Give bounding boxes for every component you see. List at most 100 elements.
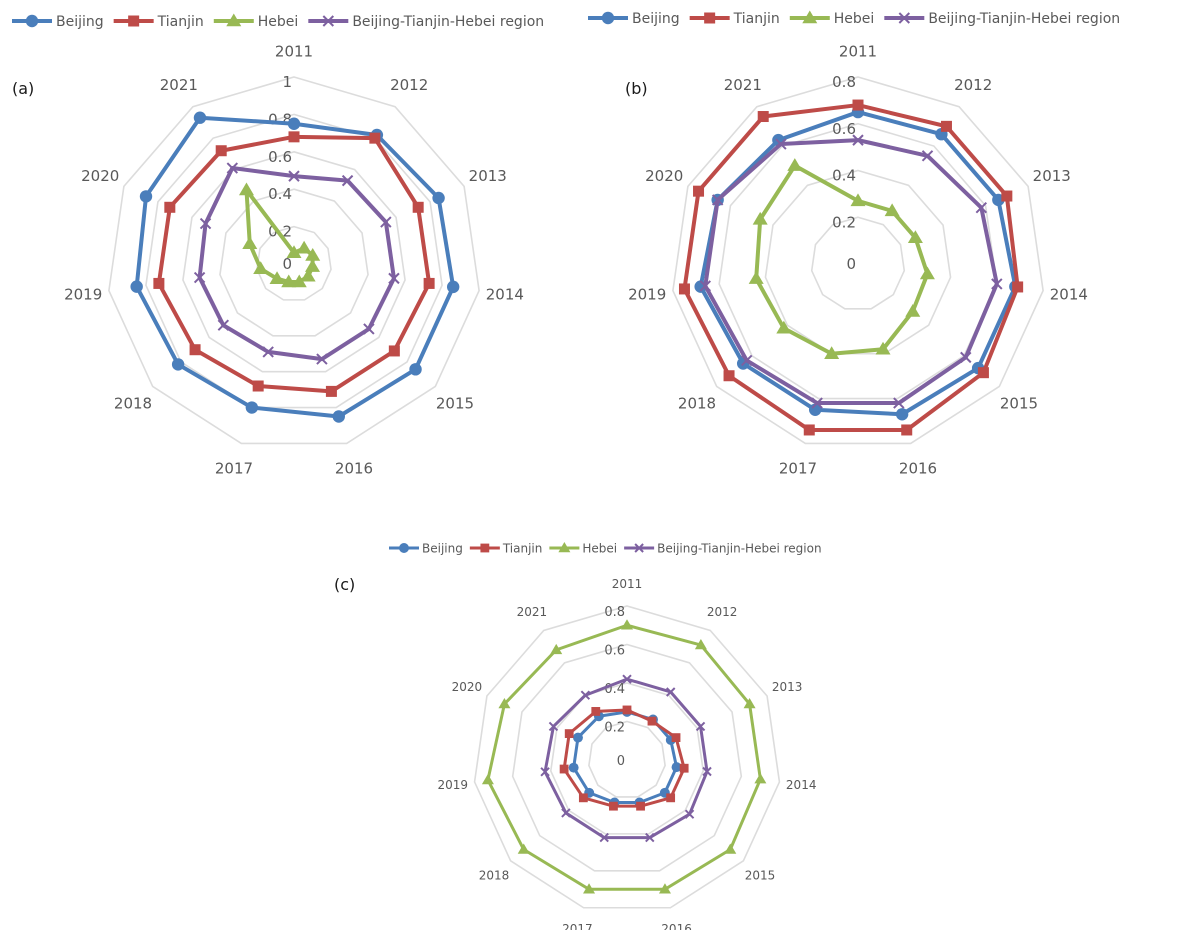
series-line-hebei xyxy=(486,623,762,891)
category-label: 2020 xyxy=(452,680,483,694)
legend-item-tianjin: Tianjin xyxy=(113,14,204,30)
data-point xyxy=(498,698,511,709)
legend-label: Tianjin xyxy=(157,14,204,30)
category-label: 2012 xyxy=(390,76,428,94)
radar-chart-a: 00.20.40.60.8120112012201320142015201620… xyxy=(12,13,544,478)
data-point xyxy=(269,271,285,284)
series-tianjin xyxy=(559,705,689,811)
data-point xyxy=(580,690,591,700)
legend-marker xyxy=(25,14,39,28)
data-point xyxy=(748,271,764,284)
data-point xyxy=(245,401,259,414)
radial-tick-label: 0.2 xyxy=(832,213,856,231)
data-point xyxy=(540,767,550,777)
category-label: 2014 xyxy=(1050,286,1088,304)
data-point xyxy=(666,793,676,803)
data-point xyxy=(901,424,913,436)
data-point xyxy=(852,134,864,146)
data-point xyxy=(757,111,769,123)
data-point xyxy=(960,351,972,364)
category-label: 2018 xyxy=(678,395,716,413)
data-point xyxy=(578,793,588,803)
legend-marker xyxy=(322,15,335,27)
legend-marker xyxy=(128,15,140,27)
series-tianjin xyxy=(678,99,1024,436)
data-point xyxy=(895,408,909,421)
data-point xyxy=(724,843,737,854)
category-label: 2021 xyxy=(517,605,548,619)
data-point xyxy=(752,211,768,225)
legend-label: Beijing-Tianjin-Hebei region xyxy=(928,11,1120,27)
data-point xyxy=(808,403,822,416)
data-point xyxy=(568,762,579,773)
series-beijing-tianjin-hebei-region xyxy=(699,134,1003,409)
radial-tick-label: 0.6 xyxy=(604,644,625,659)
category-label: 2017 xyxy=(779,460,817,478)
legend-item-hebei: Hebei xyxy=(549,541,617,555)
data-point xyxy=(591,707,601,716)
data-point xyxy=(740,354,753,367)
series-line-beijing xyxy=(134,115,456,419)
data-point xyxy=(281,274,297,288)
radial-tick-label: 0.8 xyxy=(604,605,625,620)
grid-ring xyxy=(108,76,480,445)
data-point xyxy=(905,303,921,317)
radial-tick-label: 0 xyxy=(846,255,856,273)
data-point xyxy=(226,162,239,174)
series-tianjin xyxy=(153,131,435,397)
panel-label: (a) xyxy=(12,79,34,98)
legend-label: Tianjin xyxy=(502,541,543,555)
data-point xyxy=(217,319,230,331)
data-point xyxy=(609,801,618,811)
data-point xyxy=(153,277,165,289)
radial-tick-label: 0.4 xyxy=(832,167,856,185)
data-point xyxy=(684,809,695,819)
data-point xyxy=(723,370,735,382)
data-point xyxy=(564,729,574,739)
legend-label: Beijing xyxy=(422,541,463,555)
data-point xyxy=(300,268,316,282)
data-point xyxy=(238,182,254,196)
data-point xyxy=(977,367,989,379)
series-line-tianjin xyxy=(682,103,1020,432)
data-point xyxy=(548,721,559,732)
data-point xyxy=(164,201,176,213)
legend-label: Beijing xyxy=(632,11,680,27)
category-label: 2011 xyxy=(275,42,313,60)
data-point xyxy=(776,320,792,334)
data-point xyxy=(253,261,269,275)
category-label: 2014 xyxy=(786,778,817,792)
data-point xyxy=(599,832,609,843)
radar-chart-b: 0 0.2 0.4 0.6 0.8 2011 2012 2013 2014 2015 2016 201… xyxy=(588,10,1120,478)
data-point xyxy=(550,643,563,655)
legend-marker xyxy=(802,10,818,24)
data-point xyxy=(242,236,258,250)
data-point xyxy=(940,120,952,132)
radial-tick-label: 0.8 xyxy=(832,73,856,91)
data-point xyxy=(305,259,321,272)
category-label: 2020 xyxy=(81,167,119,185)
legend-item-tianjin: Tianjin xyxy=(689,11,780,27)
data-point xyxy=(388,272,400,285)
legend-item-beijing-tianjin-hebei-region: Beijing-Tianjin-Hebei region xyxy=(308,14,544,30)
data-point xyxy=(363,323,375,335)
data-point xyxy=(573,732,583,743)
legend-label: Beijing-Tianjin-Hebei region xyxy=(657,541,821,555)
data-point xyxy=(645,832,655,843)
category-label: 2019 xyxy=(438,778,469,792)
data-point xyxy=(446,280,460,294)
radial-tick-label: 0 xyxy=(282,255,292,273)
data-point xyxy=(288,170,300,182)
grid-ring xyxy=(145,113,443,409)
data-point xyxy=(171,358,185,371)
category-label: 2017 xyxy=(215,460,253,478)
data-point xyxy=(622,705,632,715)
series-line-beijing-tianjin-hebei-region xyxy=(703,138,999,406)
category-label: 2012 xyxy=(954,76,992,94)
data-point xyxy=(332,410,345,423)
series-hebei xyxy=(481,619,767,894)
data-point xyxy=(341,174,354,187)
legend-marker xyxy=(226,13,242,27)
data-point xyxy=(621,619,633,630)
